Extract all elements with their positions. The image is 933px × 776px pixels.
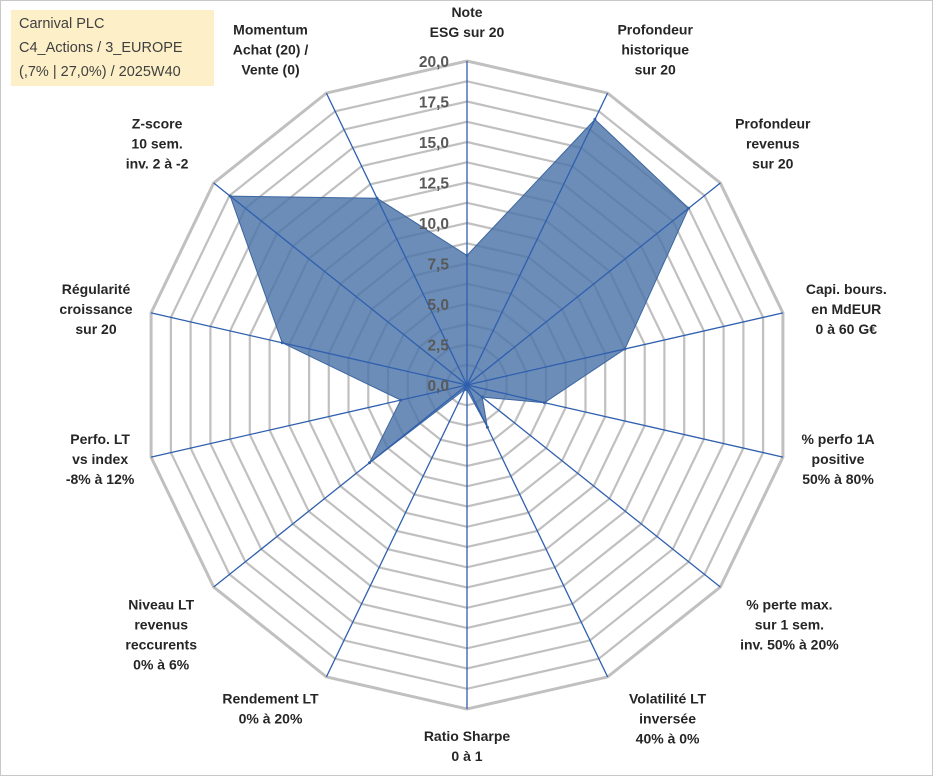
chart-title-stats: (,7% | 27,0%) / 2025W40 xyxy=(19,64,181,80)
axis-spoke xyxy=(325,384,468,678)
axis-label: Rendement LT 0% à 20% xyxy=(222,691,319,727)
axis-label-line: positive xyxy=(812,451,865,467)
axis-label-line: sur 20 xyxy=(752,155,793,171)
axis-label: Niveau LT revenus reccurents 0% à 6% xyxy=(125,597,197,673)
axis-label: % perte max. sur 1 sem. inv. 50% à 20% xyxy=(740,597,839,653)
radar-spokes xyxy=(150,61,784,709)
axis-spoke xyxy=(150,312,468,386)
tick-label: 12,5 xyxy=(419,176,450,193)
axis-label-line: inversée xyxy=(639,711,696,727)
axis-spoke xyxy=(213,384,468,588)
axis-label-line: % perfo 1A xyxy=(801,431,874,447)
tick-label: 20,0 xyxy=(419,54,449,71)
axis-label: % perfo 1A positive 50% à 80% xyxy=(801,431,874,487)
axis-spoke xyxy=(466,384,721,588)
axis-label-line: Momentum xyxy=(233,22,308,38)
axis-label-line: Rendement LT xyxy=(222,691,319,707)
axis-spoke xyxy=(466,182,721,386)
tick-label: 2,5 xyxy=(427,338,449,355)
tick-label: 7,5 xyxy=(427,257,449,274)
axis-label: Volatilité LT inversée 40% à 0% xyxy=(629,691,707,747)
radar-axis-labels: Note ESG sur 20 Profondeur historique sur 20… xyxy=(59,4,886,764)
tick-label: 10,0 xyxy=(419,216,449,233)
axis-spoke xyxy=(213,182,468,386)
axis-label: Profondeur historique sur 20 xyxy=(617,22,693,78)
axis-label-line: Profondeur xyxy=(617,22,693,38)
axis-label: Z-score 10 sem. inv. 2 à -2 xyxy=(126,115,189,171)
axis-label-line: Vente (0) xyxy=(241,62,299,78)
axis-label-line: sur 20 xyxy=(75,321,116,337)
axis-label-line: Achat (20) / xyxy=(233,42,309,58)
axis-label-line: 50% à 80% xyxy=(802,471,874,487)
axis-label-line: % perte max. xyxy=(746,597,832,613)
axis-label-line: -8% à 12% xyxy=(66,471,135,487)
chart-title-company: Carnival PLC xyxy=(19,16,105,32)
axis-spoke xyxy=(466,92,609,386)
axis-label: Capi. bours. en MdEUR 0 à 60 G€ xyxy=(806,281,887,337)
axis-label-line: inv. 50% à 20% xyxy=(740,637,839,653)
axis-label-line: croissance xyxy=(59,301,132,317)
axis-label-line: Note xyxy=(451,4,482,20)
axis-label-line: Perfo. LT xyxy=(70,431,130,447)
axis-label: Régularité croissance sur 20 xyxy=(59,281,132,337)
axis-spoke xyxy=(466,384,784,458)
axis-label-line: Profondeur xyxy=(735,115,811,131)
chart-title-box: Carnival PLC C4_Actions / 3_EUROPE (,7% … xyxy=(11,10,214,86)
axis-label-line: 0 à 1 xyxy=(451,748,482,764)
axis-label-line: Z-score xyxy=(132,115,183,131)
axis-spoke xyxy=(150,384,468,458)
axis-label-line: reccurents xyxy=(125,637,197,653)
axis-label-line: 0 à 60 G€ xyxy=(816,321,878,337)
axis-label: Momentum Achat (20) / Vente (0) xyxy=(233,22,309,78)
axis-label-line: Ratio Sharpe xyxy=(424,728,511,744)
axis-label-line: en MdEUR xyxy=(811,301,881,317)
axis-label-line: revenus xyxy=(746,135,800,151)
axis-label-line: ESG sur 20 xyxy=(430,24,505,40)
axis-label-line: revenus xyxy=(134,617,188,633)
axis-label-line: sur 20 xyxy=(635,62,676,78)
axis-label-line: 0% à 20% xyxy=(239,711,303,727)
axis-label-line: inv. 2 à -2 xyxy=(126,155,189,171)
tick-label: 5,0 xyxy=(427,297,449,314)
axis-label-line: sur 1 sem. xyxy=(755,617,824,633)
series-area xyxy=(229,118,690,464)
axis-label-line: Capi. bours. xyxy=(806,281,887,297)
axis-label: Perfo. LT vs index -8% à 12% xyxy=(66,431,135,487)
axis-label-line: 0% à 6% xyxy=(133,657,190,673)
axis-spoke xyxy=(466,384,609,678)
axis-label: Note ESG sur 20 xyxy=(430,4,505,40)
axis-label-line: Niveau LT xyxy=(128,597,194,613)
axis-label: Ratio Sharpe 0 à 1 xyxy=(424,728,511,764)
axis-label-line: Volatilité LT xyxy=(629,691,707,707)
axis-spoke xyxy=(466,312,784,386)
axis-spoke xyxy=(325,92,468,386)
axis-label-line: 10 sem. xyxy=(131,135,182,151)
radar-tick-labels: 0,0 2,5 5,0 7,5 10,0 12,5 15,0 17,5 20,0 xyxy=(419,54,450,395)
axis-label-line: 40% à 0% xyxy=(636,731,700,747)
axis-label-line: historique xyxy=(621,42,689,58)
tick-label: 17,5 xyxy=(419,95,450,112)
chart-title-category: C4_Actions / 3_EUROPE xyxy=(19,40,183,56)
radar-series xyxy=(228,117,691,465)
axis-label: Profondeur revenus sur 20 xyxy=(735,115,811,171)
axis-label-line: vs index xyxy=(72,451,128,467)
axis-label-line: Régularité xyxy=(62,281,131,297)
tick-label: 0,0 xyxy=(427,378,449,395)
tick-label: 15,0 xyxy=(419,135,449,152)
